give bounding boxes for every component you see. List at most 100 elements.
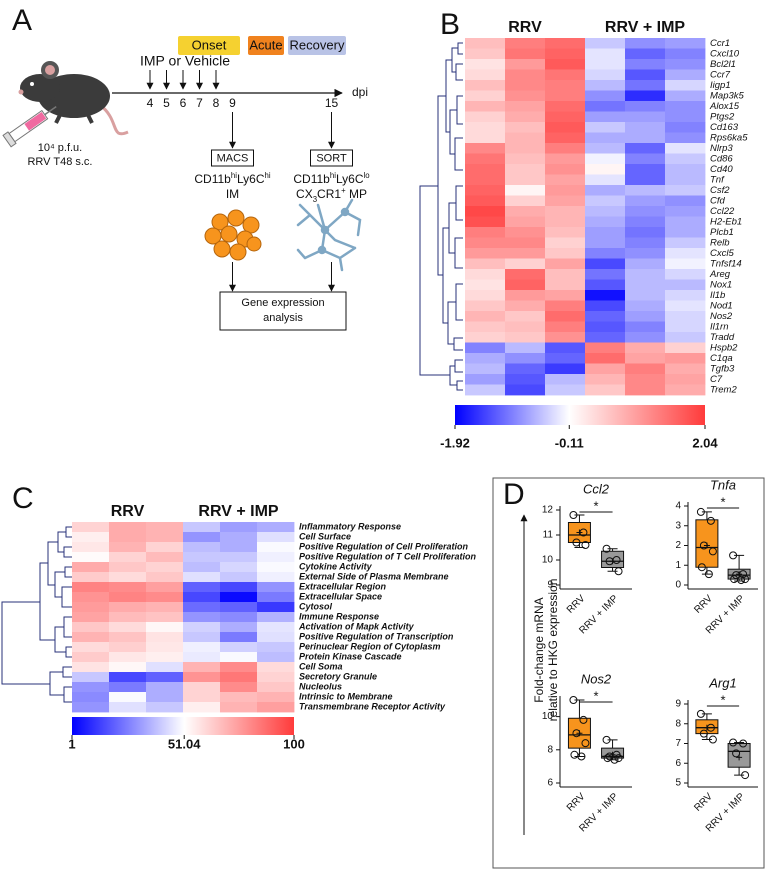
row-label: C1qa — [710, 353, 733, 364]
heatmap-cell — [665, 258, 706, 270]
heatmap-cell — [625, 248, 666, 259]
heatmap-cell — [545, 90, 586, 102]
row-label: Cxcl5 — [710, 248, 734, 259]
heatmap-cell — [183, 552, 221, 563]
heatmap-cell — [183, 522, 221, 533]
heatmap-cell — [465, 300, 506, 312]
heatmap-cell — [505, 195, 546, 207]
heatmap-cell — [625, 279, 666, 291]
heatmap-cell — [72, 672, 110, 683]
heatmap-cell — [109, 702, 147, 713]
heatmap-cell — [505, 101, 546, 112]
row-label: Cell Soma — [299, 661, 343, 671]
heatmap-cell — [665, 363, 706, 375]
row-label: Activation of Mapk Activity — [298, 621, 415, 631]
heatmap-cell — [257, 652, 295, 663]
phase-label: Onset — [192, 37, 227, 52]
panel-letter: B — [440, 8, 460, 41]
heatmap-cell — [146, 652, 184, 663]
heatmap-cell — [545, 69, 586, 81]
heatmap-cell — [505, 143, 546, 154]
row-label: Nucleolus — [299, 681, 342, 691]
heatmap-cell — [183, 612, 221, 623]
heatmap-cell — [146, 542, 184, 553]
heatmap-cell — [545, 122, 586, 133]
heatmap-cell — [505, 48, 546, 60]
heatmap-cell — [625, 363, 666, 375]
row-label: Positive Regulation of Transcription — [299, 631, 454, 641]
data-point — [602, 544, 611, 553]
heatmap-cell — [545, 38, 586, 49]
heatmap-cell — [625, 90, 666, 102]
heatmap-cell — [220, 702, 258, 713]
heatmap-cell — [72, 662, 110, 673]
heatmap-cell — [220, 622, 258, 633]
dendrogram — [1, 42, 463, 703]
row-label: Plcb1 — [710, 227, 734, 238]
y-axis-label: Fold-change mRNA — [532, 597, 546, 702]
heatmap-cell — [109, 542, 147, 553]
heatmap-cell — [625, 384, 666, 396]
y-tick-label: 3 — [675, 520, 681, 531]
heatmap-cell — [545, 164, 586, 175]
heatmap-cell — [545, 353, 586, 364]
heatmap-cell — [72, 682, 110, 693]
heatmap-cell — [585, 195, 626, 207]
heatmap-cell — [72, 572, 110, 583]
y-tick-label: 2 — [675, 540, 681, 551]
heatmap-cell — [183, 622, 221, 633]
heatmap-cell — [109, 602, 147, 613]
data-point — [581, 541, 590, 549]
heatmap-cell — [183, 532, 221, 543]
data-point — [570, 750, 579, 759]
heatmap-cell — [72, 562, 110, 573]
row-label: Hspb2 — [710, 342, 738, 353]
heatmap-cell — [183, 652, 221, 663]
heatmap-cell — [505, 237, 546, 249]
heatmap-cell — [72, 522, 110, 533]
heatmap-cell — [625, 237, 666, 249]
heatmap-cell — [585, 143, 626, 154]
heatmap-cell — [585, 122, 626, 133]
heatmap-cell — [625, 332, 666, 343]
heatmap-cell — [257, 702, 295, 713]
heatmap-cell — [585, 80, 626, 91]
heatmap-cell — [545, 185, 586, 196]
heatmap-cell — [220, 582, 258, 593]
text-part: CD11b — [194, 172, 231, 186]
heatmap-cell — [585, 374, 626, 385]
row-label: Tgfb3 — [710, 363, 735, 374]
heatmap-cell — [505, 248, 546, 259]
row-label: Nod1 — [710, 300, 733, 311]
heatmap-cell — [109, 662, 147, 673]
heatmap-cell — [625, 258, 666, 270]
heatmap-cell — [257, 672, 295, 683]
data-point — [706, 516, 715, 525]
heatmap-cell — [545, 321, 586, 333]
heatmap-cell — [465, 174, 506, 186]
data-point — [614, 754, 623, 763]
axis-label: dpi — [352, 85, 368, 99]
heatmap-cell — [465, 185, 506, 196]
heatmap-cell — [505, 290, 546, 301]
heatmap-cell — [257, 602, 295, 613]
heatmap-cell — [465, 206, 506, 217]
row-label: Extracellular Space — [299, 591, 382, 601]
heatmap-cell — [665, 374, 706, 385]
heatmap-cell — [625, 269, 666, 280]
heatmap-cell — [585, 153, 626, 165]
colorbar-tick-label: 100 — [283, 736, 305, 751]
heatmap-cell — [146, 642, 184, 653]
heatmap-cell — [109, 532, 147, 543]
heatmap-cell — [545, 132, 586, 144]
heatmap-cell — [505, 153, 546, 165]
heatmap-cell — [257, 532, 295, 543]
column-group-label: RRV + IMP — [605, 19, 686, 36]
heatmap-cell — [625, 206, 666, 217]
heatmap-cell — [183, 702, 221, 713]
whisker-upper — [607, 739, 618, 749]
row-label: Tradd — [710, 332, 735, 343]
inoculum: RRV T48 s.c. — [27, 156, 92, 168]
column-group-label: RRV — [111, 503, 145, 520]
